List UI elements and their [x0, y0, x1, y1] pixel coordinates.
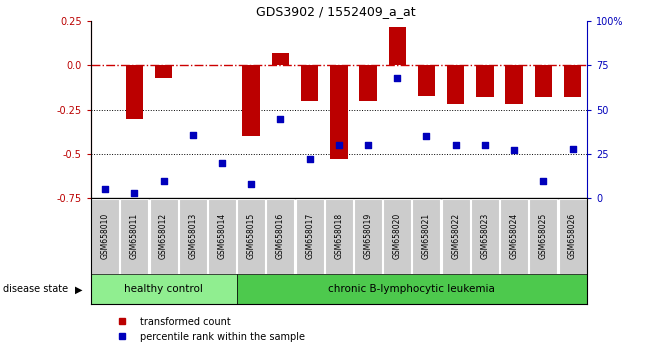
Bar: [150, 199, 178, 274]
Bar: [447, 65, 464, 104]
Text: GSM658023: GSM658023: [480, 213, 489, 259]
Text: GSM658014: GSM658014: [217, 213, 227, 259]
Bar: [389, 27, 406, 65]
Legend: transformed count, percentile rank within the sample: transformed count, percentile rank withi…: [109, 313, 309, 346]
Bar: [120, 199, 148, 274]
Bar: [125, 65, 143, 119]
Point: [363, 142, 374, 148]
Bar: [296, 199, 323, 274]
Text: GSM658011: GSM658011: [130, 213, 139, 259]
Text: healthy control: healthy control: [124, 284, 203, 295]
Bar: [442, 199, 470, 274]
Text: GSM658016: GSM658016: [276, 213, 285, 259]
Bar: [535, 65, 552, 97]
Bar: [359, 65, 377, 101]
Text: GSM658017: GSM658017: [305, 213, 314, 259]
Bar: [242, 65, 260, 136]
Text: GSM658021: GSM658021: [422, 213, 431, 259]
Point: [421, 133, 432, 139]
Bar: [471, 199, 499, 274]
Point: [129, 190, 140, 196]
Text: GSM658025: GSM658025: [539, 213, 548, 259]
Bar: [301, 65, 319, 101]
Point: [246, 181, 256, 187]
Bar: [330, 65, 348, 159]
Bar: [91, 199, 119, 274]
Bar: [238, 199, 265, 274]
Text: GSM658015: GSM658015: [247, 213, 256, 259]
Point: [392, 75, 403, 81]
Text: GSM658020: GSM658020: [393, 213, 402, 259]
Text: GSM658026: GSM658026: [568, 213, 577, 259]
Text: GSM658022: GSM658022: [451, 213, 460, 259]
Point: [275, 116, 286, 121]
Point: [509, 148, 519, 153]
Bar: [178, 199, 207, 274]
Bar: [500, 199, 528, 274]
Point: [217, 160, 227, 166]
Bar: [505, 65, 523, 104]
Bar: [529, 199, 558, 274]
Text: GDS3902 / 1552409_a_at: GDS3902 / 1552409_a_at: [256, 5, 415, 18]
Point: [480, 142, 491, 148]
Point: [567, 146, 578, 152]
Bar: [558, 199, 586, 274]
Bar: [91, 274, 237, 304]
Point: [100, 187, 111, 192]
Bar: [325, 199, 353, 274]
Point: [333, 142, 344, 148]
Bar: [208, 199, 236, 274]
Text: GSM658013: GSM658013: [189, 213, 197, 259]
Point: [450, 142, 461, 148]
Bar: [155, 65, 172, 78]
Point: [538, 178, 549, 183]
Bar: [564, 65, 581, 97]
Text: disease state: disease state: [3, 284, 68, 295]
Bar: [237, 274, 587, 304]
Text: chronic B-lymphocytic leukemia: chronic B-lymphocytic leukemia: [328, 284, 495, 295]
Text: GSM658019: GSM658019: [364, 213, 372, 259]
Text: ▶: ▶: [74, 284, 83, 295]
Text: GSM658012: GSM658012: [159, 213, 168, 259]
Bar: [266, 199, 295, 274]
Text: GSM658024: GSM658024: [509, 213, 519, 259]
Text: GSM658010: GSM658010: [101, 213, 109, 259]
Point: [304, 156, 315, 162]
Bar: [383, 199, 411, 274]
Text: GSM658018: GSM658018: [334, 213, 344, 259]
Bar: [418, 65, 435, 96]
Bar: [476, 65, 494, 97]
Bar: [413, 199, 440, 274]
Point: [158, 178, 169, 183]
Bar: [354, 199, 382, 274]
Point: [187, 132, 198, 137]
Bar: [272, 53, 289, 65]
